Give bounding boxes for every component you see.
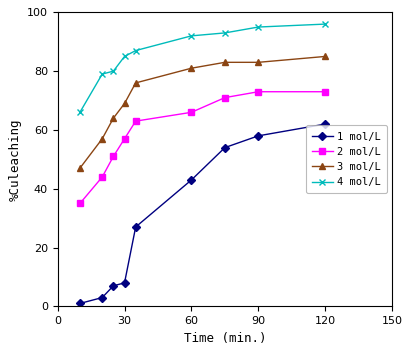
Y-axis label: %Culeaching: %Culeaching xyxy=(8,118,21,201)
3 mol/L xyxy=(100,137,105,141)
2 mol/L xyxy=(122,137,127,141)
1 mol/L xyxy=(256,134,261,138)
1 mol/L xyxy=(323,122,328,126)
4 mol/L xyxy=(189,34,194,38)
4 mol/L xyxy=(77,110,82,114)
3 mol/L xyxy=(122,101,127,106)
3 mol/L xyxy=(256,60,261,65)
2 mol/L xyxy=(111,154,116,158)
2 mol/L xyxy=(77,201,82,205)
1 mol/L xyxy=(189,178,194,182)
4 mol/L xyxy=(111,69,116,73)
1 mol/L xyxy=(100,295,105,300)
Line: 1 mol/L: 1 mol/L xyxy=(77,121,328,306)
4 mol/L xyxy=(133,48,138,53)
2 mol/L xyxy=(100,175,105,179)
2 mol/L xyxy=(256,90,261,94)
4 mol/L xyxy=(323,22,328,26)
Line: 2 mol/L: 2 mol/L xyxy=(77,89,328,206)
2 mol/L xyxy=(222,96,227,100)
3 mol/L xyxy=(111,116,116,120)
1 mol/L xyxy=(77,301,82,306)
2 mol/L xyxy=(323,90,328,94)
Legend: 1 mol/L, 2 mol/L, 3 mol/L, 4 mol/L: 1 mol/L, 2 mol/L, 3 mol/L, 4 mol/L xyxy=(306,125,387,193)
X-axis label: Time (min.): Time (min.) xyxy=(184,332,266,345)
1 mol/L xyxy=(111,284,116,288)
1 mol/L xyxy=(222,145,227,150)
1 mol/L xyxy=(122,281,127,285)
3 mol/L xyxy=(133,81,138,85)
4 mol/L xyxy=(100,72,105,76)
1 mol/L xyxy=(133,225,138,229)
3 mol/L xyxy=(77,166,82,170)
3 mol/L xyxy=(323,54,328,59)
3 mol/L xyxy=(222,60,227,65)
2 mol/L xyxy=(133,119,138,123)
4 mol/L xyxy=(222,31,227,35)
Line: 4 mol/L: 4 mol/L xyxy=(77,21,328,115)
4 mol/L xyxy=(122,54,127,59)
2 mol/L xyxy=(189,110,194,114)
3 mol/L xyxy=(189,66,194,70)
4 mol/L xyxy=(256,25,261,29)
Line: 3 mol/L: 3 mol/L xyxy=(77,54,328,171)
